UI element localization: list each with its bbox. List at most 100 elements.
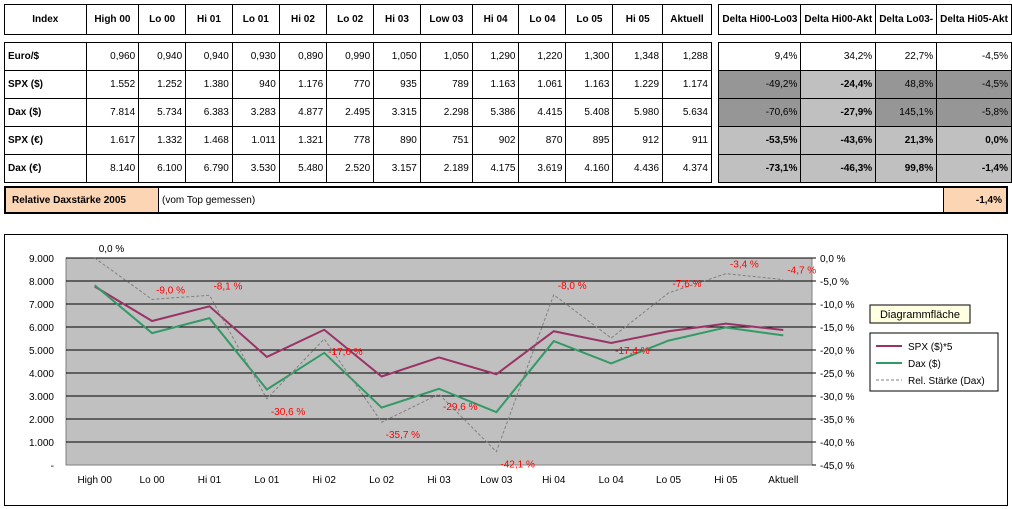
delta-cell[interactable]: 21,3% xyxy=(875,126,938,155)
value-cell[interactable]: 6.383 xyxy=(185,98,233,127)
delta-cell[interactable]: 34,2% xyxy=(800,42,877,71)
row-label[interactable]: SPX ($) xyxy=(4,70,87,99)
delta-cell[interactable]: -4,5% xyxy=(936,70,1012,99)
value-cell[interactable]: 1,050 xyxy=(373,42,421,71)
delta-cell[interactable]: 22,7% xyxy=(875,42,938,71)
value-cell[interactable]: 0,930 xyxy=(231,42,280,71)
value-cell[interactable]: 0,940 xyxy=(138,42,187,71)
header-cell[interactable]: Lo 00 xyxy=(138,4,187,35)
value-cell[interactable]: 1.011 xyxy=(231,126,280,155)
value-cell[interactable]: 0,890 xyxy=(278,42,328,71)
value-cell[interactable]: 1.061 xyxy=(518,70,567,99)
delta-cell[interactable]: 145,1% xyxy=(875,98,938,127)
value-cell[interactable]: 6.790 xyxy=(185,154,233,183)
header-cell[interactable]: Delta Hi05-Akt xyxy=(936,4,1012,35)
value-cell[interactable]: 4.160 xyxy=(565,154,614,183)
value-cell[interactable]: 1.252 xyxy=(138,70,187,99)
value-cell[interactable]: 1.321 xyxy=(278,126,328,155)
value-cell[interactable]: 1.380 xyxy=(185,70,233,99)
value-cell[interactable]: 5.734 xyxy=(138,98,187,127)
value-cell[interactable]: 778 xyxy=(326,126,375,155)
value-cell[interactable]: 5.480 xyxy=(278,154,328,183)
header-cell[interactable]: Lo 04 xyxy=(518,4,567,35)
value-cell[interactable]: 6.100 xyxy=(138,154,187,183)
value-cell[interactable]: 1.163 xyxy=(565,70,614,99)
value-cell[interactable]: 890 xyxy=(373,126,421,155)
delta-cell[interactable]: -53,5% xyxy=(718,126,802,155)
value-cell[interactable]: 4.415 xyxy=(518,98,567,127)
value-cell[interactable]: 1.176 xyxy=(278,70,328,99)
header-cell[interactable]: Low 03 xyxy=(419,4,473,35)
delta-cell[interactable]: -73,1% xyxy=(718,154,802,183)
value-cell[interactable]: 3.315 xyxy=(373,98,421,127)
delta-cell[interactable]: -49,2% xyxy=(718,70,802,99)
header-cell[interactable]: Index xyxy=(4,4,87,35)
value-cell[interactable]: 1.174 xyxy=(662,70,712,99)
value-cell[interactable]: 0,960 xyxy=(85,42,140,71)
value-cell[interactable]: 1.229 xyxy=(612,70,664,99)
value-cell[interactable]: 1,348 xyxy=(612,42,664,71)
value-cell[interactable]: 2.495 xyxy=(326,98,375,127)
header-cell[interactable]: Hi 01 xyxy=(185,4,233,35)
header-cell[interactable]: Delta Lo03- xyxy=(875,4,938,35)
header-cell[interactable]: Hi 03 xyxy=(373,4,421,35)
value-cell[interactable]: 8.140 xyxy=(85,154,140,183)
value-cell[interactable]: 870 xyxy=(518,126,567,155)
relative-strength-note[interactable]: (vom Top gemessen) xyxy=(159,188,944,212)
header-cell[interactable]: Delta Hi00-Lo03 xyxy=(718,4,802,35)
header-cell[interactable]: Lo 01 xyxy=(231,4,280,35)
value-cell[interactable]: 1,050 xyxy=(419,42,473,71)
delta-cell[interactable]: -70,6% xyxy=(718,98,802,127)
value-cell[interactable]: 940 xyxy=(231,70,280,99)
value-cell[interactable]: 1,290 xyxy=(471,42,520,71)
value-cell[interactable]: 4.436 xyxy=(612,154,664,183)
value-cell[interactable]: 1.332 xyxy=(138,126,187,155)
value-cell[interactable]: 5.386 xyxy=(471,98,520,127)
value-cell[interactable]: 4.877 xyxy=(278,98,328,127)
value-cell[interactable]: 911 xyxy=(662,126,712,155)
value-cell[interactable]: 4.175 xyxy=(471,154,520,183)
row-label[interactable]: Euro/$ xyxy=(4,42,87,71)
delta-cell[interactable]: -5,8% xyxy=(936,98,1012,127)
delta-cell[interactable]: -46,3% xyxy=(800,154,877,183)
delta-cell[interactable]: -4,5% xyxy=(936,42,1012,71)
header-cell[interactable]: High 00 xyxy=(85,4,140,35)
value-cell[interactable]: 2.520 xyxy=(326,154,375,183)
value-cell[interactable]: 1.617 xyxy=(85,126,140,155)
value-cell[interactable]: 1.468 xyxy=(185,126,233,155)
delta-cell[interactable]: -27,9% xyxy=(800,98,877,127)
value-cell[interactable]: 2.189 xyxy=(419,154,473,183)
delta-cell[interactable]: 99,8% xyxy=(875,154,938,183)
value-cell[interactable]: 3.283 xyxy=(231,98,280,127)
value-cell[interactable]: 1.552 xyxy=(85,70,140,99)
value-cell[interactable]: 5.408 xyxy=(565,98,614,127)
value-cell[interactable]: 5.634 xyxy=(662,98,712,127)
delta-cell[interactable]: -43,6% xyxy=(800,126,877,155)
header-cell[interactable]: Lo 05 xyxy=(565,4,614,35)
row-label[interactable]: Dax ($) xyxy=(4,98,87,127)
value-cell[interactable]: 1.163 xyxy=(471,70,520,99)
value-cell[interactable]: 1,288 xyxy=(662,42,712,71)
value-cell[interactable]: 935 xyxy=(373,70,421,99)
header-cell[interactable]: Lo 02 xyxy=(326,4,375,35)
value-cell[interactable]: 3.157 xyxy=(373,154,421,183)
value-cell[interactable]: 895 xyxy=(565,126,614,155)
value-cell[interactable]: 1,220 xyxy=(518,42,567,71)
delta-cell[interactable]: -24,4% xyxy=(800,70,877,99)
delta-cell[interactable]: 48,8% xyxy=(875,70,938,99)
line-chart[interactable]: - 1.000 2.000 3.000 4.000 5.000 6.000 7.000 8.00… xyxy=(4,234,1008,506)
value-cell[interactable]: 1,300 xyxy=(565,42,614,71)
delta-cell[interactable]: 0,0% xyxy=(936,126,1012,155)
value-cell[interactable]: 3.619 xyxy=(518,154,567,183)
relative-strength-value[interactable]: -1,4% xyxy=(944,188,1006,212)
value-cell[interactable]: 902 xyxy=(471,126,520,155)
value-cell[interactable]: 7.814 xyxy=(85,98,140,127)
row-label[interactable]: Dax (€) xyxy=(4,154,87,183)
value-cell[interactable]: 770 xyxy=(326,70,375,99)
value-cell[interactable]: 751 xyxy=(419,126,473,155)
row-label[interactable]: SPX (€) xyxy=(4,126,87,155)
value-cell[interactable]: 912 xyxy=(612,126,664,155)
value-cell[interactable]: 5.980 xyxy=(612,98,664,127)
delta-cell[interactable]: -1,4% xyxy=(936,154,1012,183)
header-cell[interactable]: Aktuell xyxy=(662,4,712,35)
